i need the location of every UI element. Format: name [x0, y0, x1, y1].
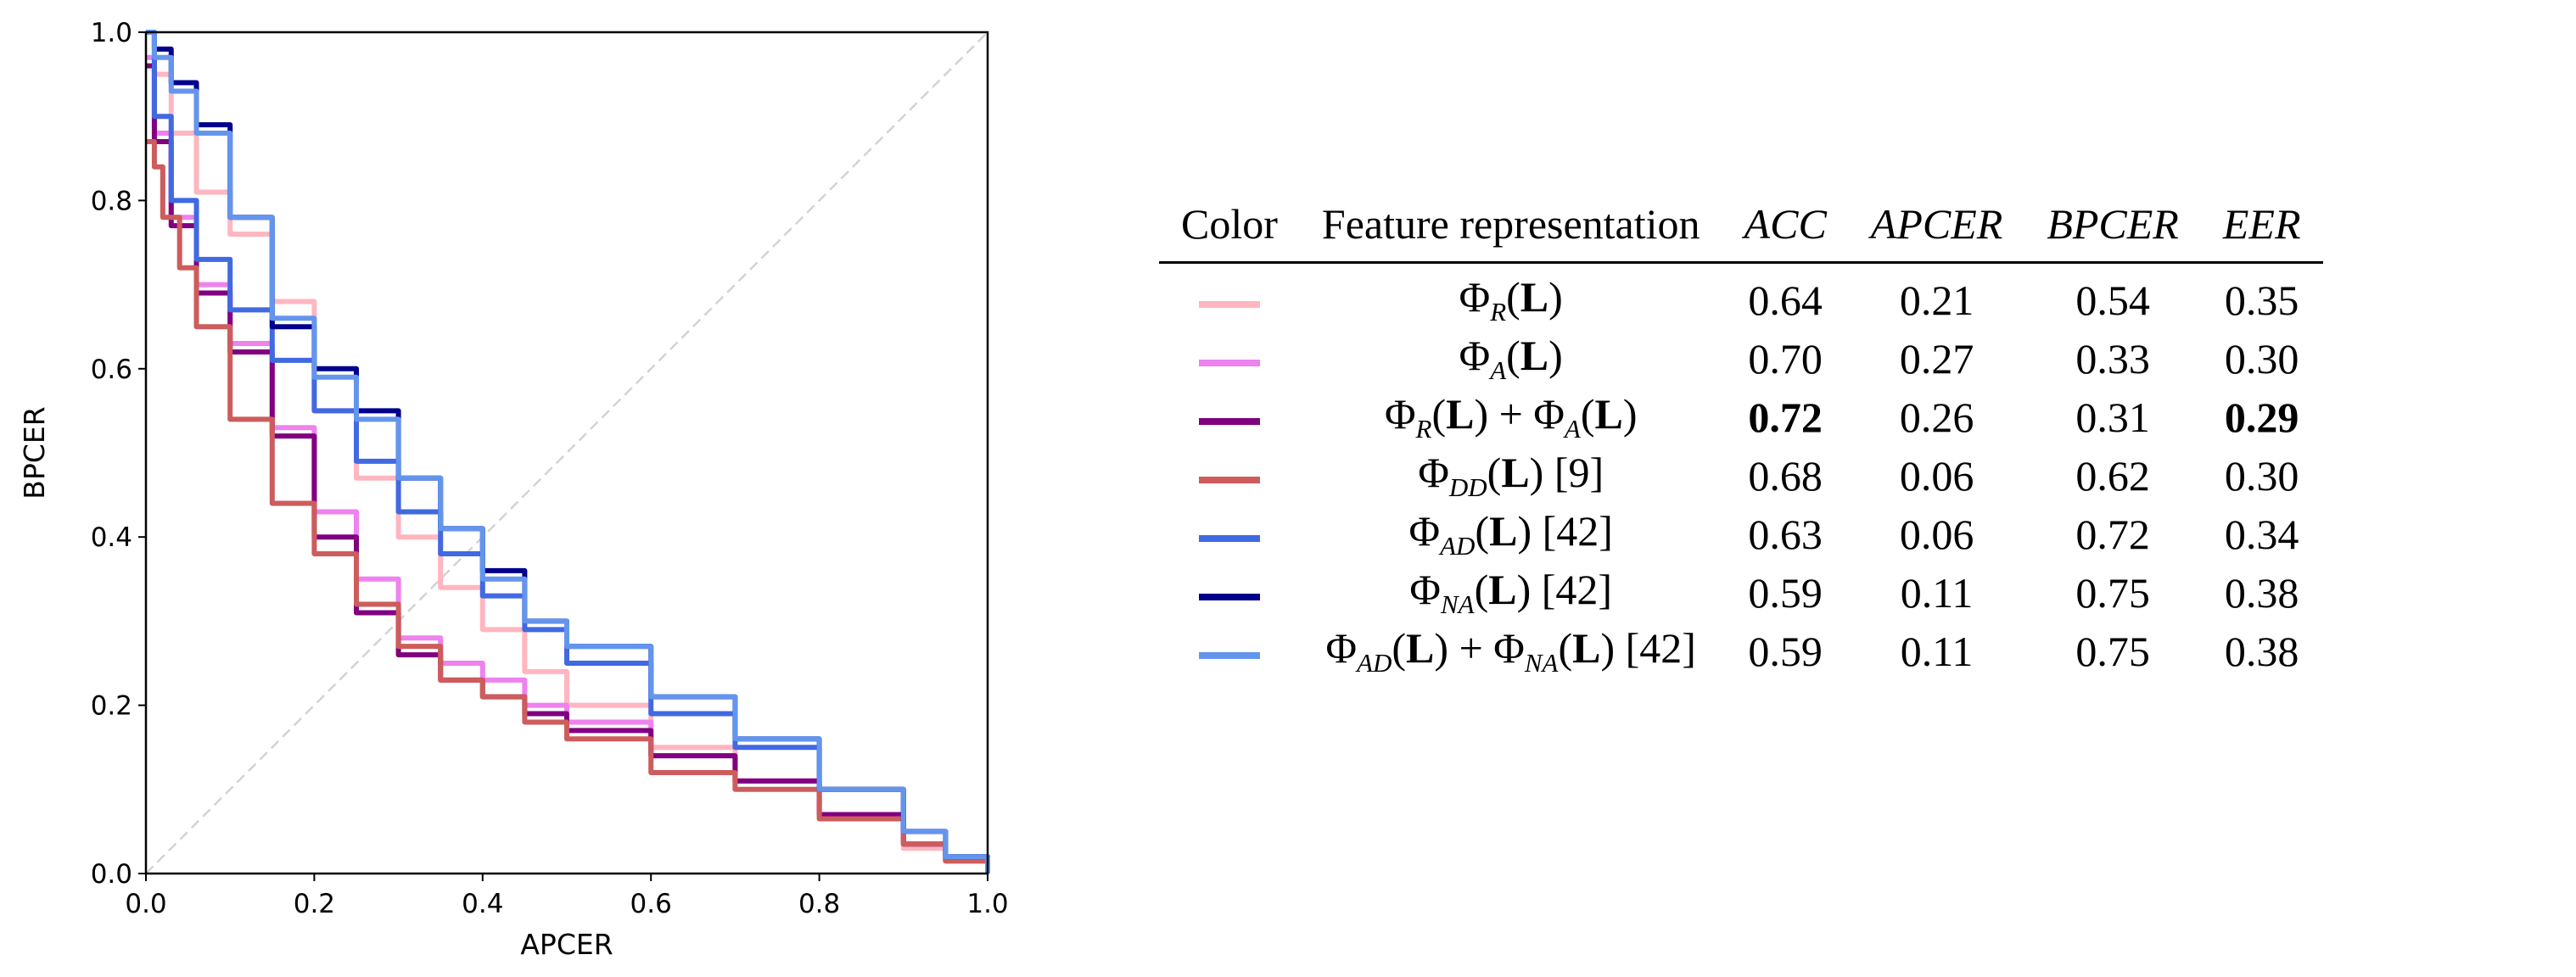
color-cell: [1159, 622, 1300, 680]
bpcer-cell: 0.62: [2075, 451, 2150, 500]
feature-cell: ΦR(L) + ΦA(L): [1384, 390, 1638, 444]
acc-cell: 0.63: [1748, 510, 1823, 558]
table-row: ΦDD(L) [9] 0.68 0.06 0.62 0.30: [1159, 446, 2323, 505]
bpcer-cell: 0.72: [2075, 510, 2150, 558]
eer-cell: 0.35: [2224, 276, 2299, 324]
acc-cell: 0.72: [1748, 393, 1823, 441]
apcer-cell: 0.06: [1899, 451, 1974, 500]
eer-cell: 0.38: [2224, 627, 2299, 675]
bpcer-cell: 0.31: [2075, 393, 2150, 441]
x-tick-label: 0.8: [798, 889, 840, 919]
color-swatch: [1198, 477, 1260, 484]
apcer-cell: 0.11: [1900, 627, 1974, 675]
y-axis-label: BPCER: [18, 406, 51, 499]
header-feature: Feature representation: [1321, 200, 1700, 248]
color-swatch: [1198, 535, 1260, 543]
reference-diagonal: [145, 31, 988, 874]
eer-cell: 0.29: [2224, 393, 2299, 441]
table-header-row: Color Feature representation ACC APCER B…: [1159, 187, 2323, 263]
header-apcer: APCER: [1870, 200, 2003, 248]
series-line-6: [146, 30, 990, 874]
apcer-cell: 0.21: [1899, 276, 1974, 324]
y-tick-label: 0.8: [91, 186, 132, 216]
color-swatch: [1198, 594, 1260, 601]
color-cell: [1159, 563, 1300, 622]
bpcer-cell: 0.75: [2075, 627, 2150, 675]
feature-cell: ΦA(L): [1459, 332, 1563, 385]
color-swatch: [1198, 652, 1260, 660]
series-lines: [146, 30, 990, 874]
y-tick-label: 0.0: [91, 859, 132, 890]
acc-cell: 0.64: [1748, 276, 1823, 324]
header-acc: ACC: [1744, 200, 1827, 248]
y-tick-label: 0.4: [91, 522, 132, 553]
feature-cell: ΦAD(L) + ΦNA(L) [42]: [1325, 624, 1696, 678]
feature-cell: ΦNA(L) [42]: [1409, 566, 1613, 619]
apcer-cell: 0.27: [1899, 334, 1974, 382]
x-ticks: 0.0 0.2 0.4 0.6 0.8 1.0: [125, 874, 1009, 919]
x-tick-label: 0.0: [125, 889, 166, 919]
y-tick-label: 0.6: [91, 355, 132, 385]
acc-cell: 0.59: [1748, 627, 1823, 675]
table-row: ΦAD(L) [42] 0.63 0.06 0.72 0.34: [1159, 505, 2323, 563]
color-cell: [1159, 505, 1300, 563]
color-swatch: [1198, 301, 1260, 309]
x-tick-label: 0.6: [630, 889, 672, 919]
color-cell: [1159, 388, 1300, 446]
feature-cell: ΦAD(L) [42]: [1408, 507, 1613, 561]
bpcer-cell: 0.54: [2075, 276, 2150, 324]
color-swatch: [1198, 418, 1260, 426]
series-line-3: [146, 138, 990, 874]
x-tick-label: 0.4: [462, 889, 503, 919]
y-ticks: 0.0 0.2 0.4 0.6 0.8 1.0: [91, 18, 146, 890]
header-eer: EER: [2222, 200, 2301, 248]
x-axis-label: APCER: [520, 928, 613, 961]
eer-cell: 0.30: [2224, 451, 2299, 500]
y-tick-label: 1.0: [91, 18, 132, 48]
x-tick-label: 0.2: [294, 889, 335, 919]
color-cell: [1159, 263, 1300, 330]
results-table: Color Feature representation ACC APCER B…: [1159, 187, 2323, 680]
table-row: ΦNA(L) [42] 0.59 0.11 0.75 0.38: [1159, 563, 2323, 622]
reference-line: [145, 31, 988, 874]
feature-cell: ΦR(L): [1459, 273, 1563, 327]
x-tick-label: 1.0: [966, 889, 1008, 919]
eer-cell: 0.30: [2224, 334, 2299, 382]
apcer-cell: 0.11: [1900, 568, 1974, 617]
apcer-cell: 0.26: [1899, 393, 1974, 441]
table-row: ΦA(L) 0.70 0.27 0.33 0.30: [1159, 329, 2323, 388]
plot-frame: [144, 31, 989, 875]
eer-cell: 0.34: [2224, 510, 2299, 558]
table-row: ΦR(L) 0.64 0.21 0.54 0.35: [1159, 263, 2323, 330]
table-row: ΦAD(L) + ΦNA(L) [42] 0.59 0.11 0.75 0.38: [1159, 622, 2323, 680]
color-cell: [1159, 329, 1300, 388]
bpcer-cell: 0.33: [2075, 334, 2150, 382]
acc-cell: 0.59: [1748, 568, 1823, 617]
header-bpcer: BPCER: [2047, 200, 2179, 248]
apcer-cell: 0.06: [1899, 510, 1974, 558]
eer-cell: 0.38: [2224, 568, 2299, 617]
color-cell: [1159, 446, 1300, 505]
roc-chart: 0.0 0.2 0.4 0.6 0.8 1.0 0.0 0.2 0.4 0.6 0.8 1.0 AP…: [18, 18, 1009, 961]
acc-cell: 0.68: [1748, 451, 1823, 500]
bpcer-cell: 0.75: [2075, 568, 2150, 617]
header-color: Color: [1181, 200, 1278, 248]
feature-cell: ΦDD(L) [9]: [1418, 449, 1604, 502]
color-swatch: [1198, 360, 1260, 367]
acc-cell: 0.70: [1748, 334, 1823, 382]
y-tick-label: 0.2: [91, 691, 132, 722]
table-row: ΦR(L) + ΦA(L) 0.72 0.26 0.31 0.29: [1159, 388, 2323, 446]
